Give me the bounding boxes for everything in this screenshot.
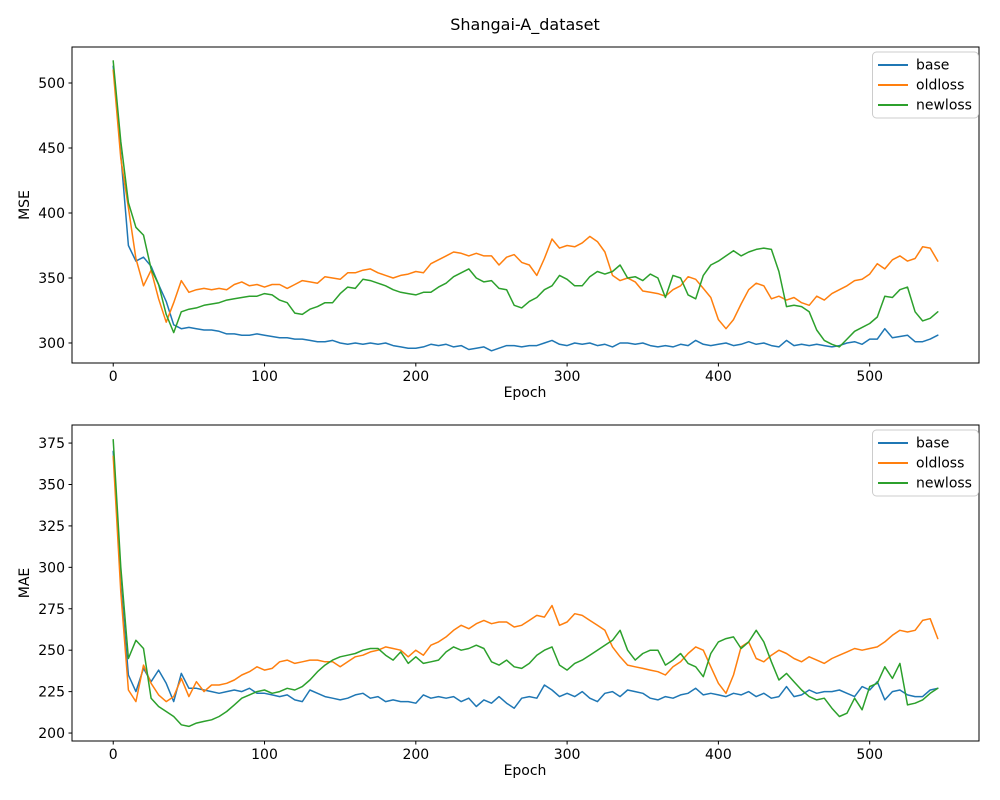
x-tick-label: 200	[402, 369, 429, 385]
legend-label-newloss: newloss	[916, 98, 972, 114]
y-tick-label: 350	[38, 271, 65, 287]
x-tick-label: 400	[705, 747, 732, 763]
mae-legend-box	[872, 429, 979, 497]
mae-plot-frame	[71, 424, 980, 742]
legend-label-base: base	[916, 436, 949, 452]
mse-yaxis-label: MSE	[17, 190, 33, 220]
y-tick-label: 350	[38, 477, 65, 493]
series-line-oldloss	[112, 69, 939, 330]
legend-label-oldloss: oldloss	[916, 78, 964, 94]
legend-label-oldloss: oldloss	[916, 456, 964, 472]
y-tick-label: 400	[38, 206, 65, 222]
mae-yaxis-label: MAE	[17, 568, 33, 599]
legend-label-newloss: newloss	[916, 476, 972, 492]
mse-plot-frame	[71, 46, 980, 364]
mse-plot-content: 0 100 200 300 400 500 300 350 400 450 500	[38, 60, 939, 385]
y-tick-label: 300	[38, 336, 65, 352]
y-tick-label: 450	[38, 141, 65, 157]
x-tick-label: 100	[251, 369, 278, 385]
mse-legend: base oldloss newloss	[872, 51, 979, 119]
x-tick-label: 500	[856, 747, 883, 763]
y-tick-label: 250	[38, 643, 65, 659]
x-tick-label: 200	[402, 747, 429, 763]
x-tick-label: 0	[109, 747, 118, 763]
mae-plot-content: 0 100 200 300 400 500 200 225 250 275 300 325 350 375	[38, 436, 939, 763]
series-line-newloss	[112, 438, 939, 728]
series-line-base	[112, 65, 939, 352]
mae-xaxis-label: Epoch	[504, 763, 547, 779]
legend-label-base: base	[916, 58, 949, 74]
y-tick-label: 500	[38, 76, 65, 92]
x-tick-label: 100	[251, 747, 278, 763]
mse-xaxis-label: Epoch	[504, 385, 547, 401]
x-tick-label: 500	[856, 369, 883, 385]
series-line-oldloss	[112, 455, 939, 703]
mae-legend: base oldloss newloss	[872, 429, 979, 497]
x-tick-label: 400	[705, 369, 732, 385]
series-line-newloss	[112, 60, 939, 348]
x-tick-label: 300	[554, 747, 581, 763]
series-line-base	[112, 450, 939, 709]
y-tick-label: 375	[38, 436, 65, 452]
y-tick-label: 325	[38, 519, 65, 535]
x-tick-label: 0	[109, 369, 118, 385]
y-tick-label: 300	[38, 560, 65, 576]
figure-title: Shangai-A_dataset	[450, 15, 600, 35]
mse-legend-box	[872, 51, 979, 119]
y-tick-label: 225	[38, 685, 65, 701]
y-tick-label: 200	[38, 726, 65, 742]
x-tick-label: 300	[554, 369, 581, 385]
y-tick-label: 275	[38, 602, 65, 618]
